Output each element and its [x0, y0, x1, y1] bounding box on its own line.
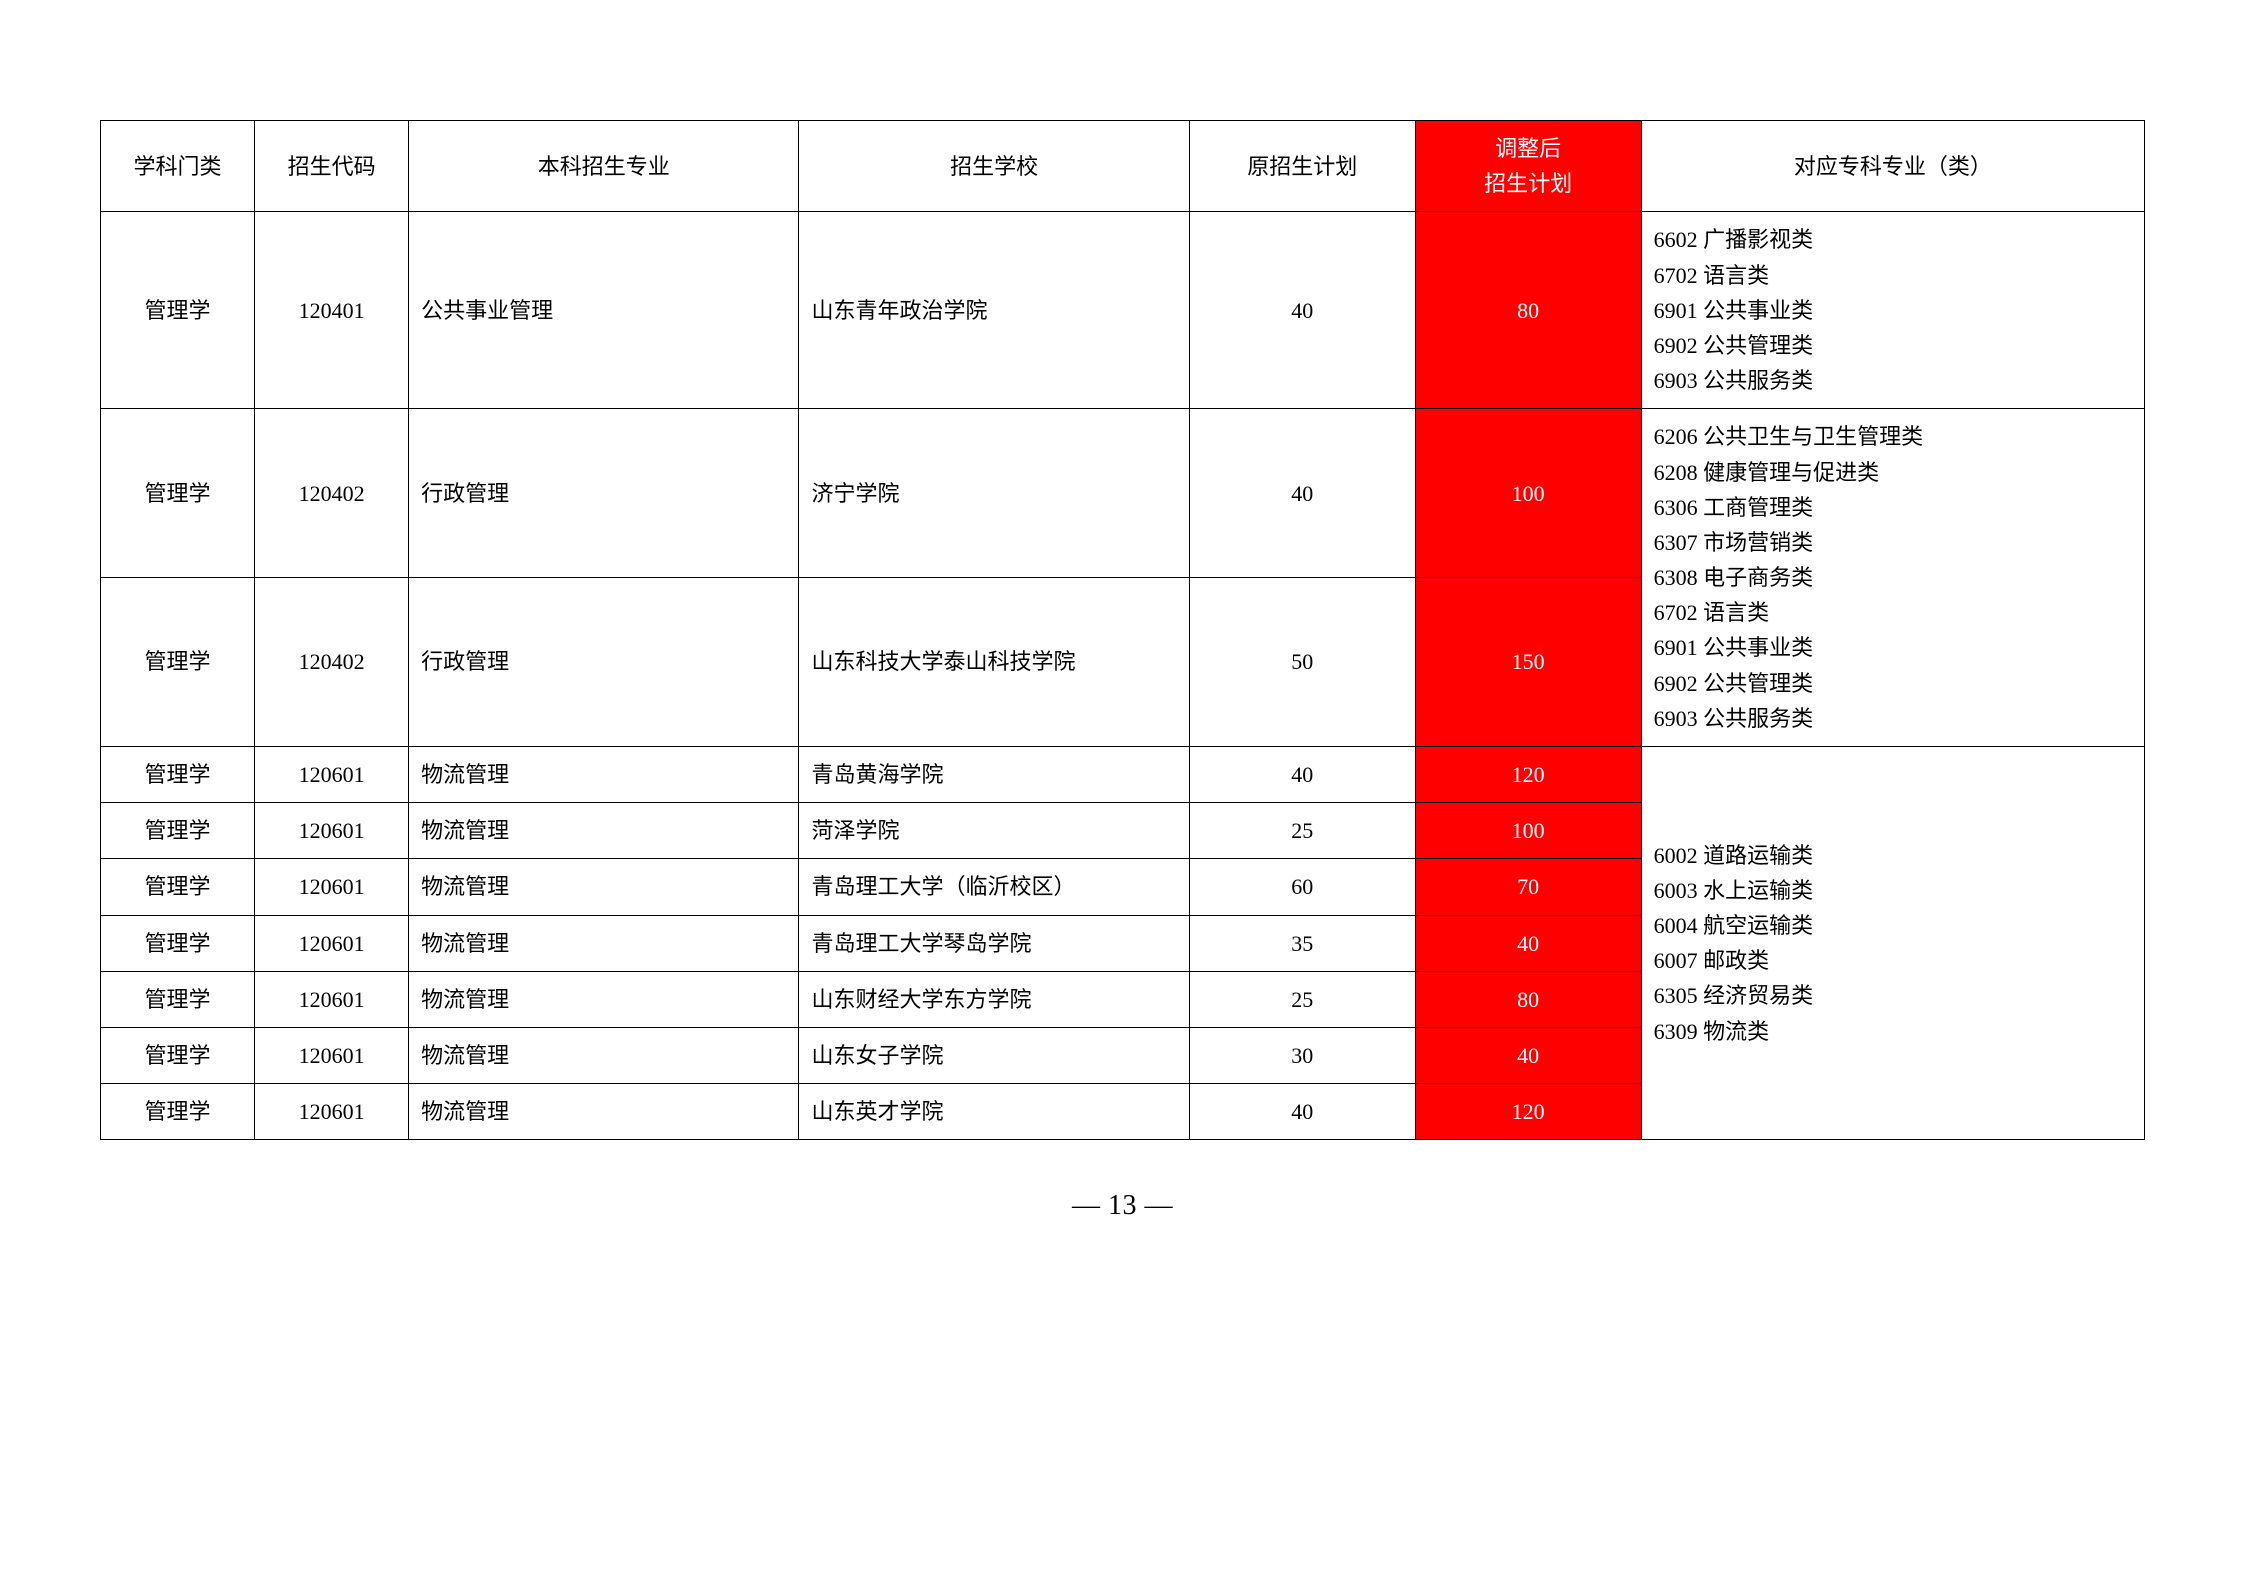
cell-major: 物流管理: [409, 971, 799, 1027]
cell-adjusted: 70: [1415, 859, 1641, 915]
cell-major: 行政管理: [409, 578, 799, 747]
cell-category: 管理学: [101, 747, 255, 803]
header-major: 本科招生专业: [409, 121, 799, 212]
cell-adjusted: 80: [1415, 971, 1641, 1027]
cell-code: 120601: [255, 747, 409, 803]
table-body: 管理学120401公共事业管理山东青年政治学院40806602 广播影视类 67…: [101, 212, 2145, 1140]
cell-original: 60: [1189, 859, 1415, 915]
table-header-row: 学科门类 招生代码 本科招生专业 招生学校 原招生计划 调整后 招生计划 对应专…: [101, 121, 2145, 212]
cell-adjusted: 100: [1415, 803, 1641, 859]
cell-corresponding: 6206 公共卫生与卫生管理类 6208 健康管理与促进类 6306 工商管理类…: [1641, 409, 2144, 747]
cell-original: 40: [1189, 1084, 1415, 1140]
cell-category: 管理学: [101, 803, 255, 859]
cell-category: 管理学: [101, 1027, 255, 1083]
cell-major: 行政管理: [409, 409, 799, 578]
header-category: 学科门类: [101, 121, 255, 212]
table-row: 管理学120402行政管理济宁学院401006206 公共卫生与卫生管理类 62…: [101, 409, 2145, 578]
cell-code: 120601: [255, 1027, 409, 1083]
page-number: — 13 —: [100, 1190, 2145, 1222]
table-row: 管理学120401公共事业管理山东青年政治学院40806602 广播影视类 67…: [101, 212, 2145, 409]
cell-school: 山东女子学院: [799, 1027, 1189, 1083]
cell-original: 25: [1189, 803, 1415, 859]
table-row: 管理学120601物流管理青岛黄海学院401206002 道路运输类 6003 …: [101, 747, 2145, 803]
cell-school: 菏泽学院: [799, 803, 1189, 859]
header-code: 招生代码: [255, 121, 409, 212]
cell-category: 管理学: [101, 971, 255, 1027]
cell-code: 120401: [255, 212, 409, 409]
cell-adjusted: 120: [1415, 747, 1641, 803]
cell-category: 管理学: [101, 915, 255, 971]
header-school: 招生学校: [799, 121, 1189, 212]
cell-original: 40: [1189, 212, 1415, 409]
cell-adjusted: 120: [1415, 1084, 1641, 1140]
cell-code: 120601: [255, 859, 409, 915]
cell-code: 120402: [255, 409, 409, 578]
cell-school: 山东英才学院: [799, 1084, 1189, 1140]
header-original-plan: 原招生计划: [1189, 121, 1415, 212]
cell-original: 30: [1189, 1027, 1415, 1083]
cell-school: 山东科技大学泰山科技学院: [799, 578, 1189, 747]
cell-category: 管理学: [101, 409, 255, 578]
cell-category: 管理学: [101, 1084, 255, 1140]
cell-school: 济宁学院: [799, 409, 1189, 578]
cell-major: 公共事业管理: [409, 212, 799, 409]
cell-original: 40: [1189, 409, 1415, 578]
cell-school: 青岛黄海学院: [799, 747, 1189, 803]
cell-category: 管理学: [101, 212, 255, 409]
cell-major: 物流管理: [409, 747, 799, 803]
cell-school: 山东青年政治学院: [799, 212, 1189, 409]
cell-school: 山东财经大学东方学院: [799, 971, 1189, 1027]
cell-category: 管理学: [101, 859, 255, 915]
cell-adjusted: 150: [1415, 578, 1641, 747]
cell-code: 120601: [255, 1084, 409, 1140]
header-corresponding: 对应专科专业（类）: [1641, 121, 2144, 212]
cell-major: 物流管理: [409, 915, 799, 971]
cell-adjusted: 100: [1415, 409, 1641, 578]
cell-school: 青岛理工大学琴岛学院: [799, 915, 1189, 971]
cell-original: 40: [1189, 747, 1415, 803]
cell-code: 120601: [255, 803, 409, 859]
enrollment-table: 学科门类 招生代码 本科招生专业 招生学校 原招生计划 调整后 招生计划 对应专…: [100, 120, 2145, 1140]
cell-major: 物流管理: [409, 1084, 799, 1140]
cell-original: 35: [1189, 915, 1415, 971]
cell-school: 青岛理工大学（临沂校区）: [799, 859, 1189, 915]
cell-original: 50: [1189, 578, 1415, 747]
cell-corresponding: 6002 道路运输类 6003 水上运输类 6004 航空运输类 6007 邮政…: [1641, 747, 2144, 1140]
cell-code: 120601: [255, 915, 409, 971]
cell-category: 管理学: [101, 578, 255, 747]
header-adjusted-plan: 调整后 招生计划: [1415, 121, 1641, 212]
cell-adjusted: 40: [1415, 1027, 1641, 1083]
cell-code: 120601: [255, 971, 409, 1027]
cell-code: 120402: [255, 578, 409, 747]
cell-adjusted: 80: [1415, 212, 1641, 409]
cell-adjusted: 40: [1415, 915, 1641, 971]
cell-corresponding: 6602 广播影视类 6702 语言类 6901 公共事业类 6902 公共管理…: [1641, 212, 2144, 409]
cell-major: 物流管理: [409, 859, 799, 915]
cell-major: 物流管理: [409, 1027, 799, 1083]
cell-original: 25: [1189, 971, 1415, 1027]
cell-major: 物流管理: [409, 803, 799, 859]
